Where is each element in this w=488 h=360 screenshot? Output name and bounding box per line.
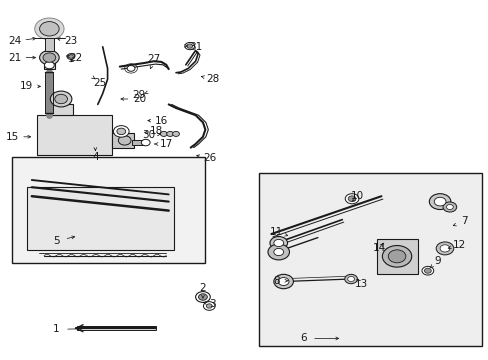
Text: 3: 3 [209, 299, 216, 309]
Circle shape [198, 294, 207, 300]
Text: 19: 19 [20, 81, 34, 91]
Circle shape [344, 274, 357, 284]
Text: 26: 26 [203, 153, 217, 163]
Circle shape [203, 302, 215, 310]
Circle shape [442, 202, 456, 212]
Circle shape [117, 128, 125, 135]
Bar [12, 157, 205, 263]
Text: 31: 31 [188, 42, 202, 52]
Bar [37, 115, 112, 155]
Circle shape [186, 44, 192, 48]
Circle shape [50, 91, 72, 107]
Text: 2: 2 [199, 283, 206, 293]
Circle shape [345, 194, 358, 204]
Text: 14: 14 [371, 243, 385, 253]
Text: 12: 12 [452, 240, 466, 250]
Circle shape [273, 239, 283, 247]
Circle shape [347, 276, 354, 282]
Bar [112, 133, 134, 148]
Text: 5: 5 [53, 236, 60, 246]
Circle shape [67, 54, 75, 59]
Circle shape [347, 196, 355, 202]
Circle shape [424, 268, 430, 273]
Circle shape [35, 18, 64, 40]
Text: 25: 25 [93, 78, 107, 88]
Circle shape [195, 292, 210, 302]
Text: 13: 13 [354, 279, 368, 289]
Text: 10: 10 [350, 191, 363, 201]
Circle shape [428, 194, 450, 210]
Circle shape [141, 139, 150, 146]
Circle shape [43, 53, 56, 62]
Text: 24: 24 [8, 36, 21, 46]
Bar [44, 61, 55, 69]
Circle shape [433, 197, 445, 206]
Text: 16: 16 [154, 116, 168, 126]
Circle shape [435, 242, 453, 255]
Text: 23: 23 [64, 36, 78, 46]
Bar [49, 104, 73, 115]
Text: 27: 27 [147, 54, 161, 64]
Circle shape [40, 50, 59, 65]
Text: 15: 15 [5, 132, 19, 142]
Circle shape [166, 131, 173, 136]
Circle shape [206, 304, 212, 308]
Circle shape [113, 126, 129, 137]
Circle shape [160, 131, 167, 136]
Bar [45, 38, 54, 51]
Bar [132, 140, 144, 145]
Circle shape [269, 237, 287, 249]
Circle shape [44, 62, 54, 69]
Circle shape [118, 136, 131, 145]
Text: 22: 22 [69, 53, 82, 63]
Text: 21: 21 [8, 53, 21, 63]
Bar [77, 326, 155, 330]
Circle shape [184, 42, 194, 50]
Circle shape [439, 245, 449, 252]
Circle shape [273, 248, 283, 256]
Text: 9: 9 [433, 256, 440, 266]
Text: 20: 20 [133, 94, 145, 104]
Circle shape [267, 244, 289, 260]
Text: 4: 4 [92, 152, 99, 162]
Circle shape [382, 246, 411, 267]
Text: 6: 6 [299, 333, 306, 343]
Circle shape [55, 94, 67, 104]
Bar [376, 239, 417, 274]
Circle shape [172, 131, 179, 136]
Circle shape [273, 274, 293, 289]
Bar [27, 187, 173, 250]
Circle shape [127, 66, 135, 71]
Text: 7: 7 [460, 216, 467, 226]
Text: 29: 29 [132, 90, 146, 100]
Circle shape [40, 22, 59, 36]
Text: 30: 30 [142, 130, 155, 140]
Text: 28: 28 [205, 74, 219, 84]
Circle shape [68, 55, 73, 58]
Text: 17: 17 [159, 139, 173, 149]
Text: 11: 11 [269, 227, 283, 237]
Bar [259, 173, 481, 346]
Text: 1: 1 [53, 324, 60, 334]
Circle shape [278, 278, 288, 285]
Text: 18: 18 [149, 126, 163, 136]
Circle shape [446, 204, 452, 210]
Circle shape [421, 266, 433, 275]
Circle shape [387, 250, 405, 263]
Text: 8: 8 [272, 276, 279, 286]
